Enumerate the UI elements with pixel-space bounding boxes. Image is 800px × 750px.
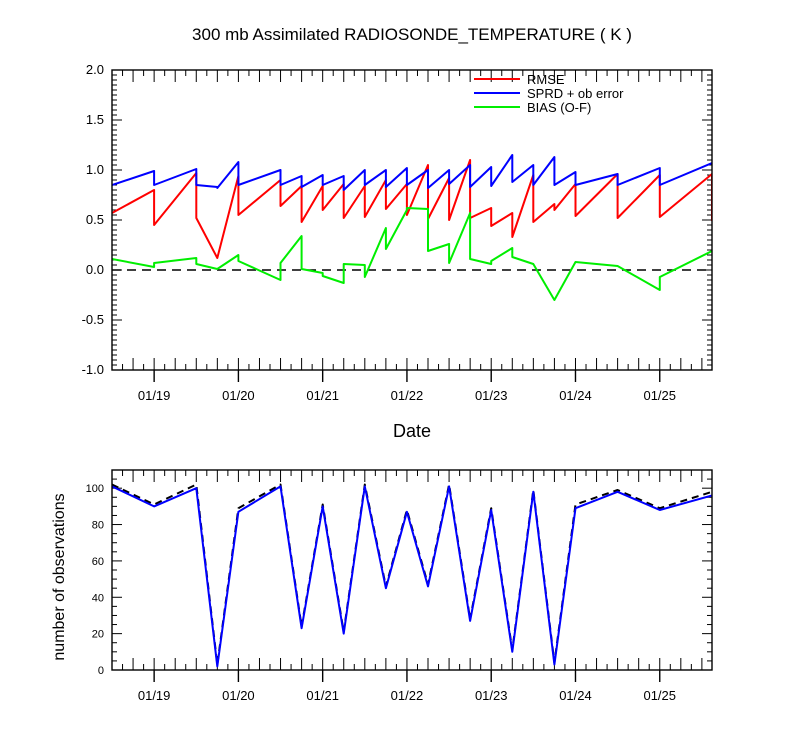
- bottom-xtick-label: 01/21: [306, 688, 339, 703]
- bottom-ytick-label: 60: [92, 556, 104, 568]
- top-ytick-label: 0.0: [86, 262, 104, 277]
- bottom-ytick-label: 100: [86, 483, 104, 495]
- bottom-xtick-label: 01/20: [222, 688, 255, 703]
- top-xtick-label: 01/19: [138, 388, 171, 403]
- top-xtick-label: 01/22: [391, 388, 424, 403]
- bottom-ytick-label: 20: [92, 629, 104, 641]
- legend-label-bias-o-f: BIAS (O-F): [527, 100, 591, 115]
- y-axis-label: number of observations: [51, 493, 68, 660]
- top-chart-panel: -1.0 -0.5 0.0 0.5 1.0 1.5 2.0 01/19 01/20 01/21 01…: [82, 62, 713, 403]
- top-xtick-label: 01/20: [222, 388, 255, 403]
- top-plot-frame: [111, 69, 713, 371]
- bottom-ytick-label: 40: [92, 592, 104, 604]
- top-ytick-label: -1.0: [82, 362, 104, 377]
- legend-label-sprd-ob-error: SPRD + ob error: [527, 86, 624, 101]
- bottom-xtick-label: 01/25: [643, 688, 676, 703]
- top-xtick-label: 01/23: [475, 388, 508, 403]
- top-ytick-label: 1.5: [86, 112, 104, 127]
- bottom-xtick-label: 01/24: [559, 688, 592, 703]
- top-series-bias-o-f: [112, 207, 712, 301]
- top-ytick-label: 1.0: [86, 162, 104, 177]
- bottom-xtick-label: 01/19: [138, 688, 171, 703]
- bottom-series-dashed-0: [112, 483, 712, 666]
- top-ytick-label: 0.5: [86, 212, 104, 227]
- bottom-ytick-label: 0: [98, 665, 104, 677]
- bottom-chart-panel: 0 20 40 60 80 100 01/19 01/20 01/21 01/22 01/23 01/…: [86, 469, 713, 703]
- bottom-plot-frame: [111, 469, 713, 671]
- x-axis-label: Date: [393, 421, 431, 441]
- bottom-ytick-label: 80: [92, 520, 104, 532]
- top-ytick-label: 2.0: [86, 62, 104, 77]
- bottom-xtick-label: 01/22: [391, 688, 424, 703]
- bottom-xtick-label: 01/23: [475, 688, 508, 703]
- top-xtick-label: 01/21: [306, 388, 339, 403]
- top-series-sprd-ob-error: [112, 154, 712, 191]
- bottom-series-solid-1: [112, 485, 712, 668]
- top-xtick-label: 01/24: [559, 388, 592, 403]
- top-xtick-label: 01/25: [643, 388, 676, 403]
- legend-label-rmse: RMSE: [527, 72, 565, 87]
- chart-title: 300 mb Assimilated RADIOSONDE_TEMPERATUR…: [192, 25, 632, 44]
- top-ytick-label: -0.5: [82, 312, 104, 327]
- top-series-rmse: [112, 159, 712, 259]
